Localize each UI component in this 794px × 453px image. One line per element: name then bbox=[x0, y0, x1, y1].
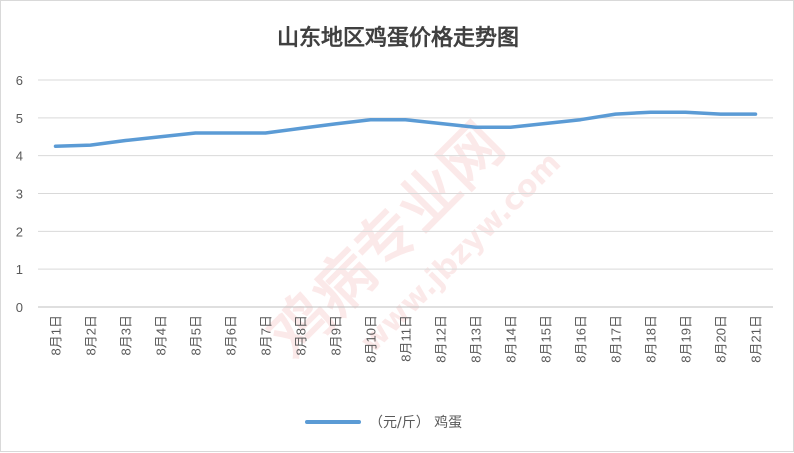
y-tick-label: 6 bbox=[16, 73, 23, 88]
data-point bbox=[754, 113, 757, 116]
series-layer bbox=[53, 110, 758, 148]
data-point bbox=[614, 113, 617, 116]
y-tick-label: 3 bbox=[16, 187, 23, 202]
x-tick-label: 8月3日 bbox=[119, 315, 134, 355]
legend: （元/斤） 鸡蛋 bbox=[305, 414, 462, 431]
data-point bbox=[404, 118, 407, 121]
data-point bbox=[474, 126, 477, 129]
data-point bbox=[299, 127, 302, 130]
data-point bbox=[439, 122, 442, 125]
data-point bbox=[369, 118, 372, 121]
x-tick-label: 8月19日 bbox=[679, 315, 694, 363]
data-point bbox=[194, 131, 197, 134]
data-point bbox=[649, 111, 652, 114]
x-tick-label: 8月1日 bbox=[49, 315, 64, 355]
data-point bbox=[579, 118, 582, 121]
data-point bbox=[334, 122, 337, 125]
x-tick-label: 8月13日 bbox=[469, 315, 484, 363]
y-tick-label: 5 bbox=[16, 111, 23, 126]
data-point bbox=[544, 122, 547, 125]
chart-title: 山东地区鸡蛋价格走势图 bbox=[277, 25, 519, 51]
x-tick-label: 8月9日 bbox=[329, 315, 344, 355]
x-tick-label: 8月7日 bbox=[259, 315, 274, 355]
x-tick-label: 8月21日 bbox=[749, 315, 764, 363]
data-point bbox=[684, 111, 687, 114]
x-tick-label: 8月2日 bbox=[84, 315, 99, 355]
data-point bbox=[159, 135, 162, 138]
data-point bbox=[89, 144, 92, 147]
x-axis-ticks: 8月1日 8月2日 8月3日 8月4日 8月5日 8月6日 8月7日 8月8日 8月9日 8月10… bbox=[49, 315, 764, 363]
data-point bbox=[124, 139, 127, 142]
x-tick-label: 8月4日 bbox=[154, 315, 169, 355]
data-point bbox=[54, 145, 57, 148]
y-tick-label: 4 bbox=[16, 149, 23, 164]
y-axis-ticks: 0 1 2 3 4 5 6 bbox=[16, 73, 23, 315]
x-tick-label: 8月5日 bbox=[189, 315, 204, 355]
data-point bbox=[264, 131, 267, 134]
data-point bbox=[719, 113, 722, 116]
x-tick-label: 8月17日 bbox=[609, 315, 624, 363]
x-tick-label: 8月14日 bbox=[504, 315, 519, 363]
x-tick-label: 8月10日 bbox=[364, 315, 379, 363]
y-tick-label: 1 bbox=[16, 262, 23, 277]
x-tick-label: 8月8日 bbox=[294, 315, 309, 355]
data-point bbox=[229, 131, 232, 134]
series-line-0 bbox=[53, 110, 758, 148]
x-tick-label: 8月16日 bbox=[574, 315, 589, 363]
x-tick-label: 8月20日 bbox=[714, 315, 729, 363]
x-tick-label: 8月6日 bbox=[224, 315, 239, 355]
x-tick-label: 8月12日 bbox=[434, 315, 449, 363]
data-point bbox=[509, 126, 512, 129]
legend-label: （元/斤） 鸡蛋 bbox=[369, 414, 462, 431]
x-tick-label: 8月11日 bbox=[399, 315, 414, 362]
x-tick-label: 8月15日 bbox=[539, 315, 554, 363]
y-tick-label: 0 bbox=[16, 300, 23, 315]
gridlines bbox=[38, 79, 773, 308]
y-tick-label: 2 bbox=[16, 224, 23, 239]
x-tick-label: 8月18日 bbox=[644, 315, 659, 363]
